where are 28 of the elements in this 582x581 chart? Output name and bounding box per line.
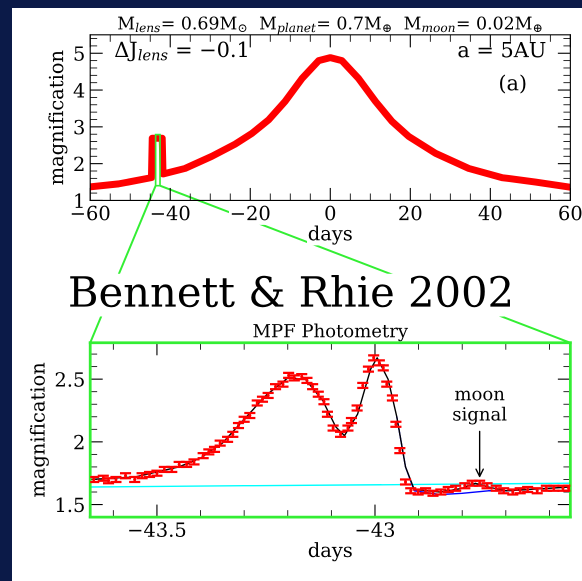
annotation: (a) bbox=[500, 74, 526, 94]
x-tick-label: 40 bbox=[478, 206, 502, 220]
x-axis-title: days bbox=[308, 542, 352, 562]
y-axis-title: magnification bbox=[30, 362, 49, 497]
annotation: moon signal bbox=[453, 390, 506, 424]
y-tick-label: 1.5 bbox=[56, 498, 84, 512]
y-tick-label: 3 bbox=[74, 120, 84, 135]
x-tick-label: −40 bbox=[152, 206, 190, 220]
y-tick-label: 5 bbox=[74, 46, 84, 61]
x-tick-label: 60 bbox=[559, 206, 582, 220]
y-tick-label: 2.5 bbox=[56, 372, 84, 387]
annotation: ΔJ$_{lens}$ = −0.1 bbox=[115, 42, 247, 62]
x-tick-label: −43 bbox=[356, 522, 394, 537]
y-tick-label: 2 bbox=[74, 434, 84, 450]
y-tick-label: 1 bbox=[75, 193, 83, 208]
x-tick-label: −43.5 bbox=[129, 522, 186, 537]
text: Bennett & Rhie 2002 bbox=[70, 274, 510, 308]
x-tick-label: −20 bbox=[232, 206, 270, 220]
x-tick-label: 0 bbox=[325, 206, 336, 220]
chart-title: M$_{lens}$= 0.69M$_{⊙}$ M$_{planet}$= 0.7M$_{⊕}$ M$_{moon}$= 0.02M$_{⊕}$ bbox=[118, 16, 542, 35]
y-tick-label: 4 bbox=[74, 83, 84, 98]
y-tick-label: 2 bbox=[74, 156, 84, 172]
y-axis-title: magnification bbox=[48, 50, 68, 185]
x-tick-label: 20 bbox=[399, 206, 422, 220]
x-tick-label: −60 bbox=[72, 206, 110, 220]
chart-title: MPF Photometry bbox=[253, 324, 408, 342]
annotation: a = 5AU bbox=[458, 42, 546, 58]
x-axis-title: days bbox=[308, 226, 352, 245]
